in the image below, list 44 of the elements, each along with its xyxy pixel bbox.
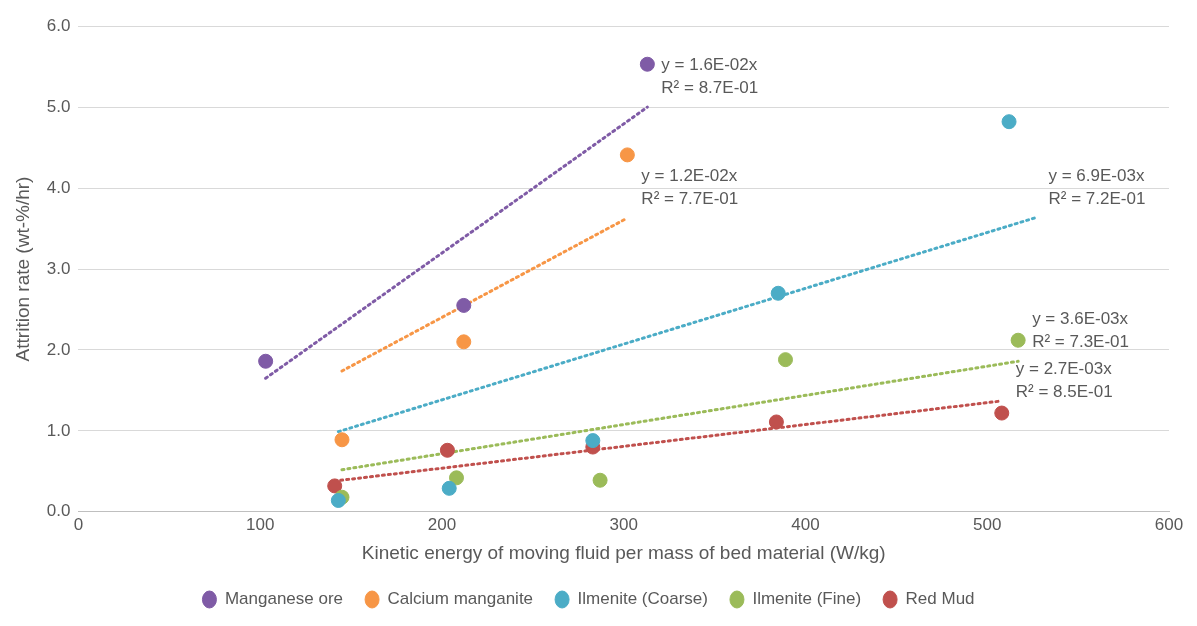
x-tick-label: 500: [973, 514, 1002, 534]
point: [768, 414, 784, 430]
legend-label: Manganese ore: [224, 589, 344, 609]
point: [1001, 114, 1017, 130]
y-tick-label: 5.0: [46, 96, 71, 116]
point: [619, 147, 635, 163]
annotation: y = 1.6E-02x R² = 8.7E-01: [661, 55, 759, 98]
x-tick-label: 300: [609, 514, 638, 534]
y-tick-label: 4.0: [46, 177, 71, 197]
annotation: y = 6.9E-03x R² = 7.2E-01: [1048, 166, 1146, 209]
x-tick-label: 600: [1154, 514, 1184, 534]
point: [456, 297, 472, 313]
y-tick-label: 6.0: [46, 15, 71, 35]
legend-label: Red Mud: [905, 589, 975, 609]
x-tick-label: 100: [246, 514, 275, 534]
point: [327, 478, 343, 494]
y-axis-title: Attrition rate (wt-%/hr): [11, 176, 33, 362]
legend-label: Ilmenite (Coarse): [577, 589, 708, 609]
y-tick-label: 0.0: [46, 501, 71, 521]
point: [439, 442, 455, 458]
y-tick-label: 3.0: [46, 258, 71, 278]
point: [334, 432, 350, 448]
legend-label: Calcium manganite: [387, 589, 534, 609]
point: [330, 492, 346, 508]
point: [592, 472, 608, 488]
point: [639, 56, 655, 72]
point: [456, 334, 472, 350]
point: [994, 405, 1010, 421]
point: [585, 433, 601, 449]
x-tick-label: 0: [73, 514, 84, 534]
point: [777, 352, 793, 368]
point: [441, 480, 457, 496]
y-tick-label: 1.0: [46, 420, 71, 440]
x-tick-label: 400: [791, 514, 820, 534]
point: [449, 470, 464, 486]
y-tick-label: 2.0: [46, 339, 71, 359]
annotation: y = 1.2E-02x R² = 7.7E-01: [641, 166, 739, 209]
point: [1010, 332, 1026, 348]
annotation: y = 2.7E-03x R² = 8.5E-01: [1015, 359, 1113, 402]
x-axis-title: Kinetic energy of moving fluid per mass of bed material (W/kg): [361, 541, 886, 563]
legend-label: Ilmenite (Fine): [752, 589, 862, 609]
point: [258, 353, 274, 369]
x-tick-label: 200: [427, 514, 457, 534]
point: [770, 285, 786, 301]
